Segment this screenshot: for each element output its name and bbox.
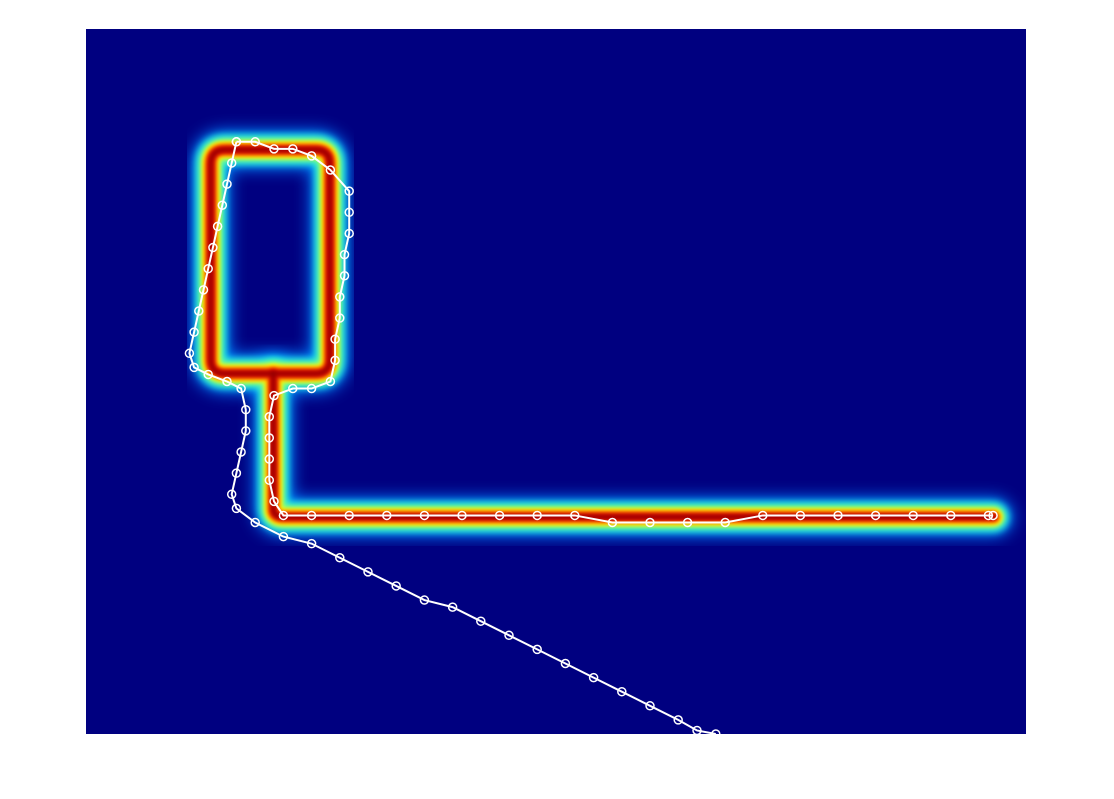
trajectory-point-1-6 [325,165,336,175]
trajectory-point-2-37 [673,715,683,725]
trajectory-point-2-18 [236,447,246,457]
trajectory-point-1-10 [339,249,350,260]
trajectory-point-2-36 [645,701,655,711]
trajectory-point-1-24 [269,496,279,507]
trajectory-point-2-25 [335,553,345,563]
trajectory-point-1-3 [269,144,279,154]
trajectory-point-2-14 [222,376,232,387]
trajectory-point-2-29 [447,602,458,612]
trajectory-point-1-35 [645,517,655,528]
trajectory-point-1-17 [306,383,317,394]
trajectory-point-2-2 [226,158,237,168]
trajectory-point-1-7 [344,186,354,196]
trajectory-point-1-12 [335,292,345,302]
heat-corridor-band [271,371,996,519]
trajectory-point-1-39 [795,510,806,521]
trajectory-point-2-26 [363,567,373,577]
trajectory-point-1-40 [833,510,843,521]
trajectory-point-2-24 [306,538,317,549]
trajectory-point-2-17 [241,426,251,436]
trajectory-point-1-20 [264,412,275,422]
trajectory-point-1-21 [264,433,275,443]
trajectory-point-2-11 [184,348,195,359]
heat-loop-band [208,147,332,376]
trajectory-point-1-31 [494,510,505,521]
trajectory-point-1-45 [988,510,998,521]
trajectory-point-1-44 [983,510,994,521]
trajectory-point-2-15 [236,383,246,394]
trajectory-point-1-14 [330,334,340,344]
trajectory-point-2-6 [208,242,218,253]
heat-field [191,130,1013,536]
trajectory-point-1-23 [264,475,275,485]
trajectory-point-1-19 [269,390,279,401]
trajectory-point-1-42 [908,510,918,521]
trajectory-point-2-35 [617,686,627,697]
trajectory-point-1-34 [607,517,618,528]
trajectory-point-1-16 [325,376,336,387]
trajectory-point-2-21 [231,503,242,514]
trajectory-point-1-4 [288,144,298,154]
trajectory-point-2-31 [504,630,514,641]
trajectory-point-1-18 [288,383,298,394]
trajectory-point-2-30 [476,616,486,626]
trajectory-point-1-15 [330,355,340,366]
trajectory-point-2-5 [212,221,223,232]
trajectory-point-1-13 [335,313,345,323]
trajectory-point-2-1 [231,137,242,147]
trajectory-point-2-28 [419,595,430,605]
trajectory-point-1-9 [344,228,354,239]
trajectory-point-2-12 [189,362,199,373]
trajectory-point-1-5 [306,151,317,161]
trajectory-series [184,137,998,734]
trajectory-point-1-2 [250,137,260,147]
trajectory-point-1-29 [419,510,430,521]
trajectory-point-2-3 [222,179,232,189]
trajectory-point-1-37 [720,517,730,528]
trajectory-point-1-28 [382,510,392,521]
trajectory-point-2-16 [241,404,251,415]
trajectory-point-1-30 [457,510,467,521]
trajectory-point-2-22 [250,517,260,528]
trajectory-point-2-4 [217,200,228,210]
trajectory-point-2-8 [198,285,209,295]
trajectory-point-2-20 [226,489,237,500]
trajectory-point-2-32 [532,644,542,655]
trajectory-point-2-19 [231,468,242,478]
trajectory-line-1 [236,140,994,524]
trajectory-point-2-7 [203,263,213,274]
trajectory-point-1-25 [278,510,289,521]
trajectory-point-1-43 [946,510,956,521]
trajectory-point-1-32 [532,510,542,521]
trajectory-point-1-38 [758,510,768,521]
trajectory-point-2-27 [391,581,401,591]
trajectory-point-2-10 [189,327,199,337]
trajectory-point-2-13 [203,369,213,380]
trajectory-point-1-26 [306,510,317,521]
trajectory-point-1-36 [682,517,693,528]
trajectory-point-2-9 [194,306,204,316]
trajectory-point-2-23 [278,531,289,542]
trajectory-point-1-33 [570,510,580,521]
trajectory-point-1-8 [344,207,354,218]
trajectory-point-1-11 [339,271,350,281]
trajectory-point-2-34 [588,672,599,683]
trajectory-point-1-41 [870,510,881,521]
trajectory-line-2 [188,141,716,734]
trajectory-point-2-33 [560,658,571,669]
trajectory-point-1-22 [264,454,275,464]
trajectory-point-1-27 [344,510,354,521]
trajectory-point-2-39 [711,729,721,734]
trajectory-point-2-38 [692,725,702,734]
